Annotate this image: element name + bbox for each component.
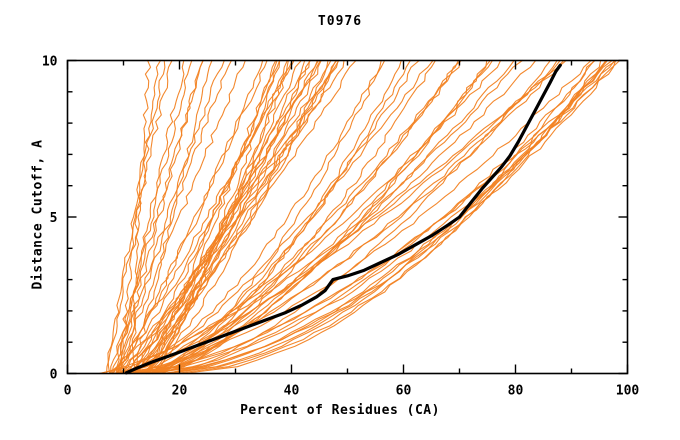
prediction-curve [149, 59, 338, 375]
prediction-curve [136, 59, 617, 375]
prediction-curve [120, 59, 337, 375]
tick-label-layer: 0 20 40 60 80 100 0 5 10 [42, 55, 640, 399]
prediction-curve [100, 59, 567, 375]
prediction-curve [124, 59, 618, 375]
prediction-curve [111, 59, 264, 375]
series-layer [98, 59, 621, 375]
prediction-curve [115, 59, 204, 375]
prediction-curve [115, 59, 561, 375]
prediction-curve [145, 59, 293, 375]
reference-curve [124, 63, 562, 375]
x-tick-label: 20 [172, 384, 188, 399]
prediction-curve [112, 59, 193, 375]
prediction-curve [111, 59, 288, 375]
prediction-curve [116, 59, 246, 375]
x-tick-label: 100 [616, 384, 640, 399]
prediction-curve [116, 59, 382, 375]
prediction-curve [98, 59, 502, 375]
prediction-curve [118, 59, 162, 375]
prediction-curve [116, 59, 185, 375]
axis-layer [66, 59, 629, 375]
prediction-curve [133, 59, 357, 375]
page-title: T0976 [317, 14, 363, 29]
x-axis-label: Percent of Residues (CA) [240, 403, 440, 418]
prediction-curve [120, 59, 462, 375]
prediction-curve [137, 59, 411, 375]
prediction-curve [117, 59, 232, 375]
y-tick-label: 0 [50, 368, 58, 383]
prediction-curve [144, 59, 436, 375]
prediction-curve [108, 59, 340, 375]
prediction-curve [119, 59, 592, 375]
x-tick-label: 60 [396, 384, 412, 399]
prediction-curve [106, 59, 173, 375]
prediction-curve [142, 59, 491, 375]
prediction-curve [118, 59, 332, 375]
x-tick-label: 0 [64, 384, 72, 399]
prediction-curve [152, 59, 402, 375]
y-tick-label: 5 [50, 211, 58, 226]
prediction-curve [133, 59, 319, 375]
prediction-curve [150, 59, 621, 375]
prediction-curve [152, 59, 488, 375]
prediction-curve [107, 59, 166, 375]
prediction-curve [167, 59, 608, 375]
prediction-curve [117, 59, 537, 375]
y-tick-label: 10 [42, 55, 58, 70]
prediction-curve [115, 59, 295, 375]
prediction-curve [158, 59, 493, 375]
prediction-curve [111, 59, 225, 375]
prediction-curve [118, 59, 268, 375]
prediction-curve [155, 59, 459, 375]
prediction-curve [159, 59, 515, 375]
prediction-curve [136, 59, 558, 375]
x-tick-label: 40 [284, 384, 300, 399]
prediction-curve [130, 59, 613, 375]
prediction-curve [127, 59, 434, 375]
x-tick-label: 80 [508, 384, 524, 399]
prediction-curve [120, 59, 345, 375]
prediction-curve [130, 59, 152, 375]
prediction-curve [126, 59, 565, 375]
prediction-curve [129, 59, 318, 375]
